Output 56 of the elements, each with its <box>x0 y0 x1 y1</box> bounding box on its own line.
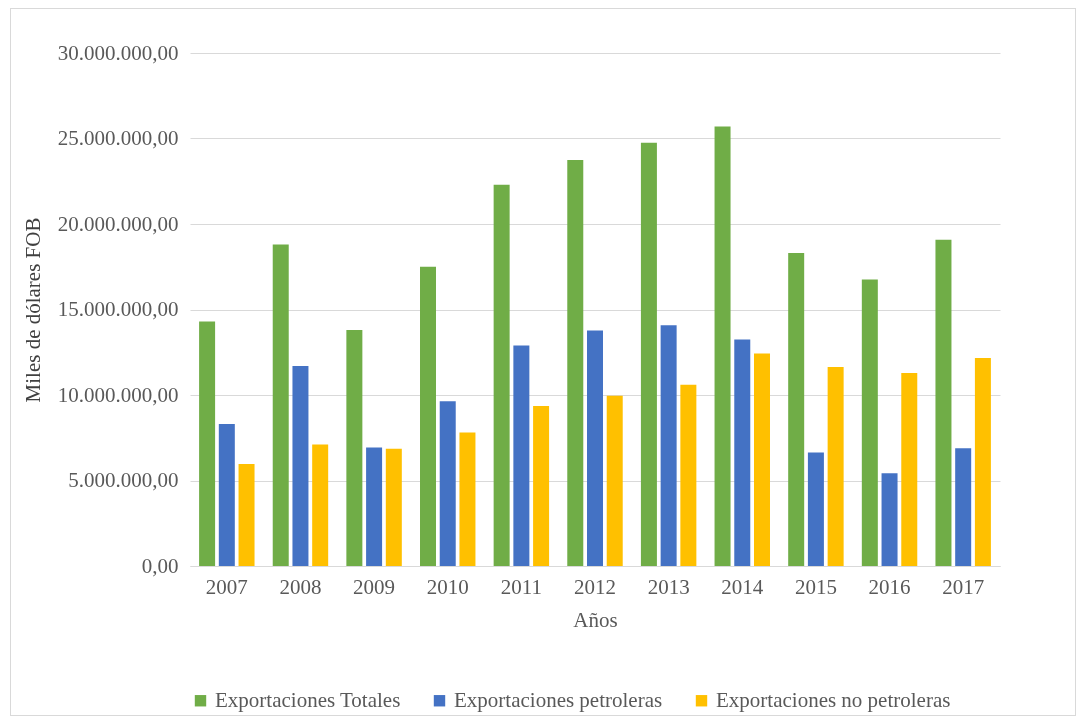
bar <box>533 405 550 566</box>
bar <box>974 357 991 566</box>
bar <box>788 253 805 566</box>
bar <box>385 448 402 566</box>
bar <box>861 279 878 566</box>
bar <box>714 126 731 566</box>
x-tick-label: 2016 <box>868 574 911 599</box>
y-tick-label: 25.000.000,00 <box>57 126 179 150</box>
y-tick-label: 0,00 <box>141 553 179 578</box>
x-tick-label: 2011 <box>500 574 542 599</box>
y-tick-label: 5.000.000,00 <box>68 468 179 492</box>
x-tick-label: 2014 <box>721 574 764 599</box>
bar <box>420 266 436 566</box>
y-tick-label: 10.000.000,00 <box>57 382 179 407</box>
bar <box>493 184 510 566</box>
bar <box>513 345 530 566</box>
bar <box>272 244 289 566</box>
bar <box>680 384 697 566</box>
bar <box>955 448 972 566</box>
y-tick-label: 20.000.000,00 <box>57 211 179 236</box>
legend-label: Exportaciones petroleras <box>454 687 663 712</box>
bar <box>346 330 363 566</box>
x-tick-label: 2015 <box>794 574 837 599</box>
bar <box>807 452 824 566</box>
bar <box>567 159 584 566</box>
legend-label: Exportaciones Totales <box>215 687 401 712</box>
bar <box>312 444 329 566</box>
bar <box>218 424 235 566</box>
bar <box>881 473 898 566</box>
x-tick-label: 2008 <box>279 574 322 599</box>
x-tick-label: 2009 <box>353 574 396 599</box>
bar <box>238 464 255 566</box>
bar <box>754 353 770 566</box>
bar <box>292 365 309 566</box>
bar <box>901 372 918 566</box>
bar <box>734 339 751 566</box>
bar <box>366 447 383 566</box>
y-tick-label: 15.000.000,00 <box>57 297 179 321</box>
x-tick-label: 2010 <box>426 574 469 599</box>
bar <box>935 239 952 566</box>
x-tick-label: 2017 <box>942 574 985 599</box>
y-tick-label: 30.000.000,00 <box>57 40 179 65</box>
bar <box>606 395 623 566</box>
bar <box>439 401 456 566</box>
x-axis-title: Años <box>573 607 618 632</box>
bar <box>660 325 677 566</box>
x-tick-label: 2012 <box>574 574 616 599</box>
bar <box>199 321 216 566</box>
bar <box>459 432 476 566</box>
x-tick-label: 2013 <box>647 574 690 599</box>
legend-label: Exportaciones no petroleras <box>716 687 951 712</box>
bar <box>640 142 657 566</box>
bar <box>827 366 844 566</box>
x-tick-label: 2007 <box>205 574 248 599</box>
bar <box>587 330 603 566</box>
y-axis-title: Miles de dólares FOB <box>20 217 45 403</box>
